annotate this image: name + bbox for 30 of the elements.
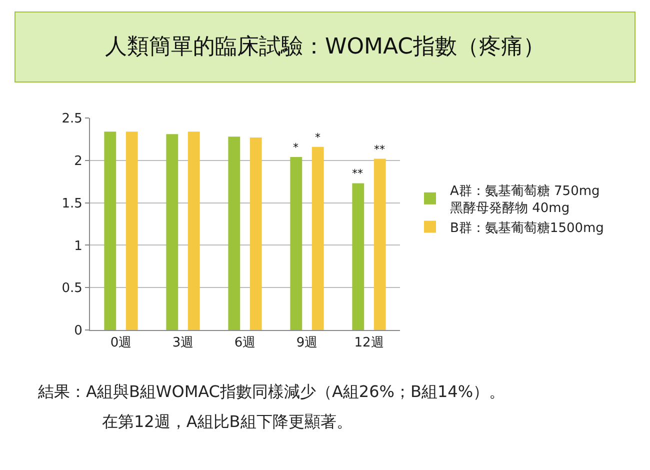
annotation: * — [315, 131, 321, 144]
text: 結果：A組與B組WOMAC指數同樣減少（A組26%；B組14%）。 — [37, 382, 506, 401]
x-tick-label: 0週 — [110, 336, 132, 351]
y-tick-label: 2.5 — [62, 112, 82, 127]
bar — [126, 132, 138, 330]
bar — [374, 158, 386, 330]
bar — [352, 183, 364, 330]
x-tick-label: 3週 — [172, 336, 194, 351]
annotation: * — [293, 141, 299, 154]
x-tick-label: 9週 — [296, 336, 318, 351]
bar — [166, 134, 178, 330]
y-tick-label: 2 — [74, 154, 82, 169]
annotation: ** — [374, 143, 386, 156]
x-tick-label: 12週 — [354, 336, 384, 351]
bar — [104, 132, 116, 330]
y-tick-label: 0.5 — [62, 281, 82, 296]
x-tick-label: 6週 — [234, 336, 256, 351]
annotation: ** — [352, 167, 364, 180]
bar — [250, 138, 262, 330]
bar — [290, 157, 302, 330]
y-tick-label: 1 — [74, 238, 82, 254]
legend-label: A群：氨基葡萄糖 750mg 黑酵母発酵物 40mg — [450, 184, 600, 216]
y-tick-label: 1.5 — [62, 196, 82, 212]
bar — [312, 146, 324, 330]
text: 在第12週，A組比B組下降更顯著。 — [102, 412, 352, 431]
legend-label: B群：氨基葡萄糖1500mg — [450, 220, 604, 236]
bar — [188, 132, 200, 330]
y-tick-label: 0 — [74, 324, 82, 339]
chart-title: 人類簡單的臨床試驗：WOMAC指數（疼痛） — [104, 34, 546, 60]
bar — [228, 136, 240, 330]
